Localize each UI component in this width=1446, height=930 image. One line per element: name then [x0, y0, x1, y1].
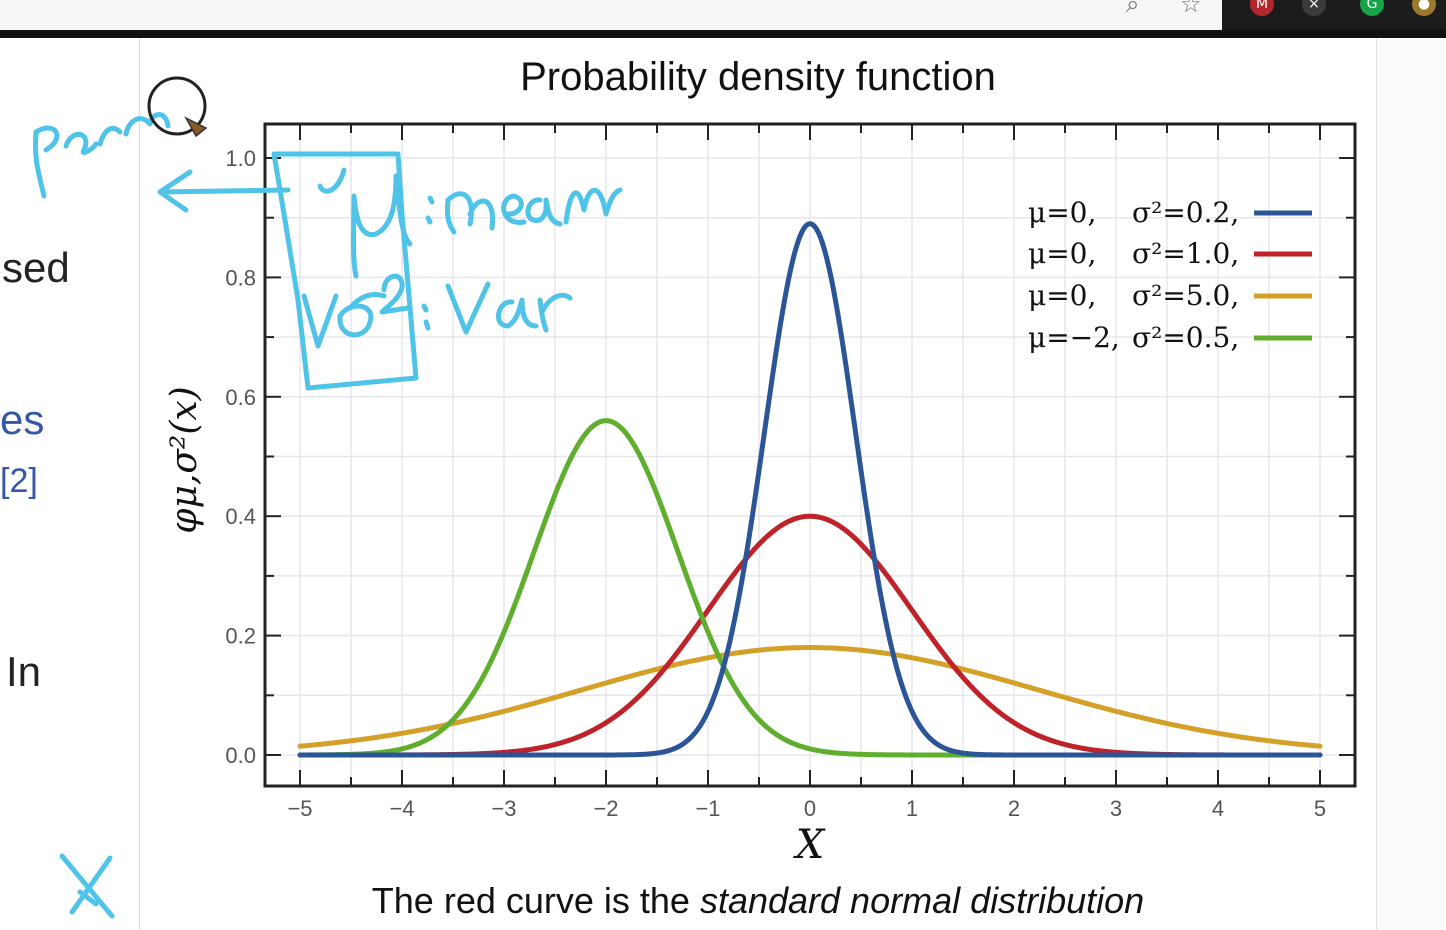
curves — [297, 221, 1323, 758]
legend-variance-label: σ²=0.5, — [1132, 321, 1239, 354]
y-tick-label: 0.0 — [225, 743, 256, 768]
ink-stroke — [445, 281, 573, 335]
y-tick-labels: 0.0 0.2 0.4 0.6 0.8 1.0 — [225, 146, 256, 768]
grid — [267, 126, 1353, 784]
toolbar-edge — [0, 30, 1446, 38]
pen-cursor-ring — [147, 76, 207, 136]
article-text-fragment: sed — [2, 244, 70, 291]
citation-link[interactable]: [2] — [0, 462, 38, 500]
caption-emphasis: standard normal distribution — [699, 880, 1145, 921]
handwritten-annotations — [33, 112, 623, 919]
ink-stroke — [271, 151, 419, 391]
ink-stroke — [351, 173, 413, 279]
x-tick-label: 1 — [906, 796, 918, 821]
x-tick-label: −2 — [593, 796, 618, 821]
ink-stroke — [337, 292, 387, 338]
legend-mean-label: μ=−2, — [1028, 321, 1120, 354]
x-tick-labels: −5 −4 −3 −2 −1 0 1 2 3 4 5 — [287, 796, 1326, 821]
ink-stroke — [317, 167, 347, 194]
right-margin — [1376, 38, 1446, 930]
x-tick-label: −4 — [389, 796, 414, 821]
ink-stroke — [445, 187, 623, 235]
figure-caption: The red curve is the standard normal dis… — [140, 880, 1376, 922]
mail-extension-icon[interactable]: M — [1250, 0, 1274, 16]
x-tick-label: −1 — [695, 796, 720, 821]
x-tick-label: −3 — [491, 796, 516, 821]
x-tick-label: 5 — [1314, 796, 1326, 821]
legend: μ=0, σ²=0.2, μ=0, σ²=1.0, μ=0, σ²=5.0, μ=−2, σ²… — [1028, 196, 1312, 354]
x-tick-label: 0 — [804, 796, 816, 821]
legend-variance-label: σ²=5.0, — [1132, 279, 1239, 312]
x-tick-label: −5 — [287, 796, 312, 821]
legend-mean-label: μ=0, — [1028, 196, 1096, 229]
ink-stroke — [33, 112, 171, 199]
ink-stroke — [421, 303, 431, 331]
y-axis-label: φμ,σ²(x) — [164, 386, 205, 533]
series-line — [297, 221, 1323, 758]
y-tick-label: 0.8 — [225, 265, 256, 290]
ink-stroke — [379, 273, 411, 315]
star-icon[interactable]: ☆ — [1180, 0, 1202, 18]
legend-variance-label: σ²=0.2, — [1132, 196, 1239, 229]
ink-stroke — [425, 195, 435, 225]
caption-prefix: The red curve is the — [371, 880, 700, 921]
x-tick-label: 3 — [1110, 796, 1122, 821]
y-tick-label: 1.0 — [225, 146, 256, 171]
x-tick-label: 4 — [1212, 796, 1224, 821]
extension-icon[interactable]: ● — [1412, 0, 1436, 16]
axis-ticks — [265, 124, 1355, 786]
x-tick-label: 2 — [1008, 796, 1020, 821]
legend-mean-label: μ=0, — [1028, 279, 1096, 312]
x-axis-label: X — [793, 822, 826, 868]
chart-title: Probability density function — [520, 55, 996, 99]
y-tick-label: 0.4 — [225, 504, 256, 529]
pen-cursor — [147, 76, 208, 138]
grammarly-extension-icon[interactable]: G — [1360, 0, 1384, 16]
series-line — [297, 645, 1323, 749]
y-tick-label: 0.6 — [225, 385, 256, 410]
pen-cursor-tip — [184, 116, 208, 138]
browser-toolbar: ⌕ ☆ M × G ● — [0, 0, 1446, 38]
address-bar[interactable] — [0, 0, 1222, 30]
legend-variance-label: σ²=1.0, — [1132, 237, 1239, 270]
article-text-fragment: In — [6, 648, 42, 695]
x-extension-icon[interactable]: × — [1302, 0, 1326, 16]
legend-mean-label: μ=0, — [1028, 237, 1096, 270]
zoom-icon[interactable]: ⌕ — [1126, 0, 1140, 18]
ink-stroke — [59, 853, 115, 919]
article-left-column — [0, 38, 140, 930]
ink-stroke — [157, 169, 291, 213]
ink-stroke — [301, 293, 339, 349]
y-tick-label: 0.2 — [225, 624, 256, 649]
article-link-fragment[interactable]: es — [0, 396, 45, 443]
